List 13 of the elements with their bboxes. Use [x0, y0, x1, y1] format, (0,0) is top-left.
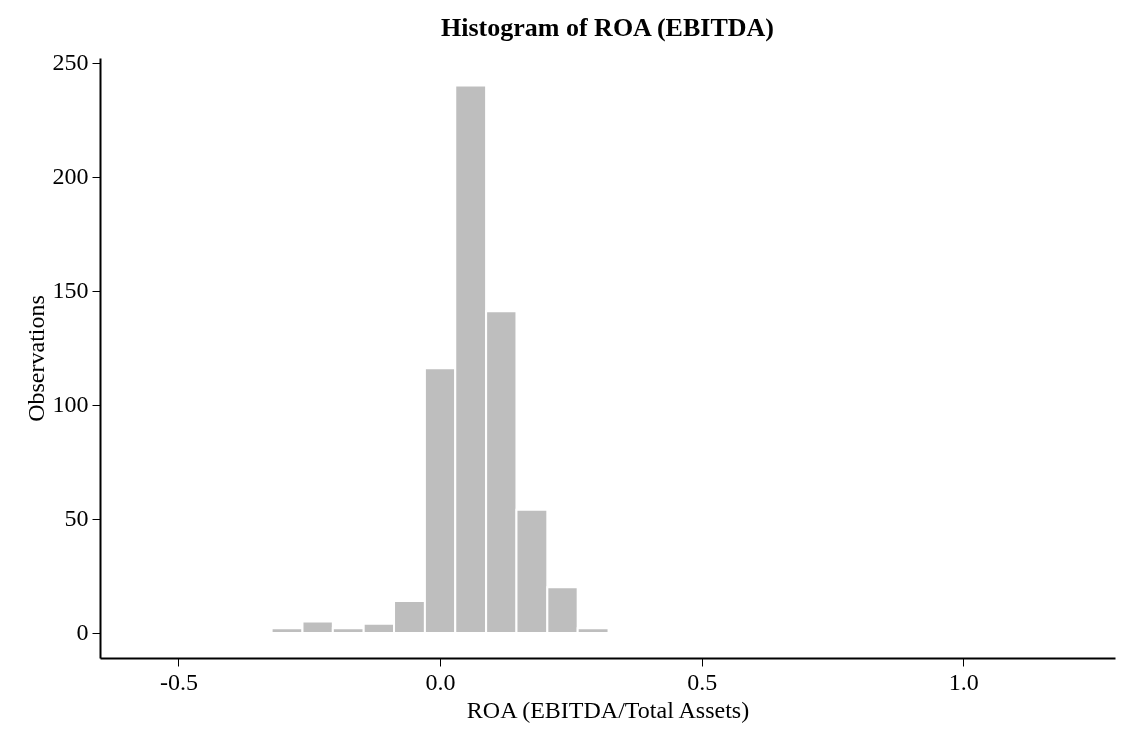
y-tick-label: 150	[52, 277, 89, 304]
y-tick-label: 0	[76, 619, 89, 646]
x-tick-label: 1.0	[948, 668, 979, 695]
chart-title: Histogram of ROA (EBITDA)	[441, 12, 774, 42]
y-tick-label: 50	[64, 505, 89, 532]
y-tick-label: 250	[52, 49, 89, 76]
x-tick-label: 0.5	[687, 668, 718, 695]
x-tick-label: 0.0	[425, 668, 456, 695]
y-tick-label: 200	[52, 163, 89, 190]
y-axis-title: Observations	[22, 295, 49, 422]
x-tick-label: -0.5	[159, 668, 198, 695]
x-axis-title: ROA (EBITDA/Total Assets)	[466, 696, 750, 723]
y-tick-label: 100	[52, 391, 89, 418]
